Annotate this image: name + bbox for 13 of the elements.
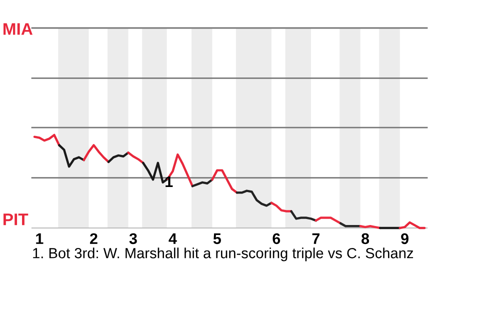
x-tick-label: 7 bbox=[312, 233, 320, 244]
x-tick-label: 3 bbox=[129, 233, 137, 244]
x-tick-label: 2 bbox=[90, 233, 98, 244]
x-tick-label: 4 bbox=[168, 233, 177, 244]
x-tick-label: 8 bbox=[362, 233, 370, 244]
x-tick-label: 5 bbox=[213, 233, 221, 244]
x-tick-label: 6 bbox=[272, 233, 280, 244]
x-tick-label: 1 bbox=[36, 233, 44, 244]
text: MIA bbox=[4, 23, 33, 35]
text: PIT bbox=[4, 214, 28, 226]
text: 1. Bot 3rd: W. Marshall hit a run-scoring triple vs C. Schanz bbox=[33, 248, 414, 262]
x-tick-label: 9 bbox=[401, 233, 408, 244]
annotation: 1 bbox=[166, 176, 173, 187]
